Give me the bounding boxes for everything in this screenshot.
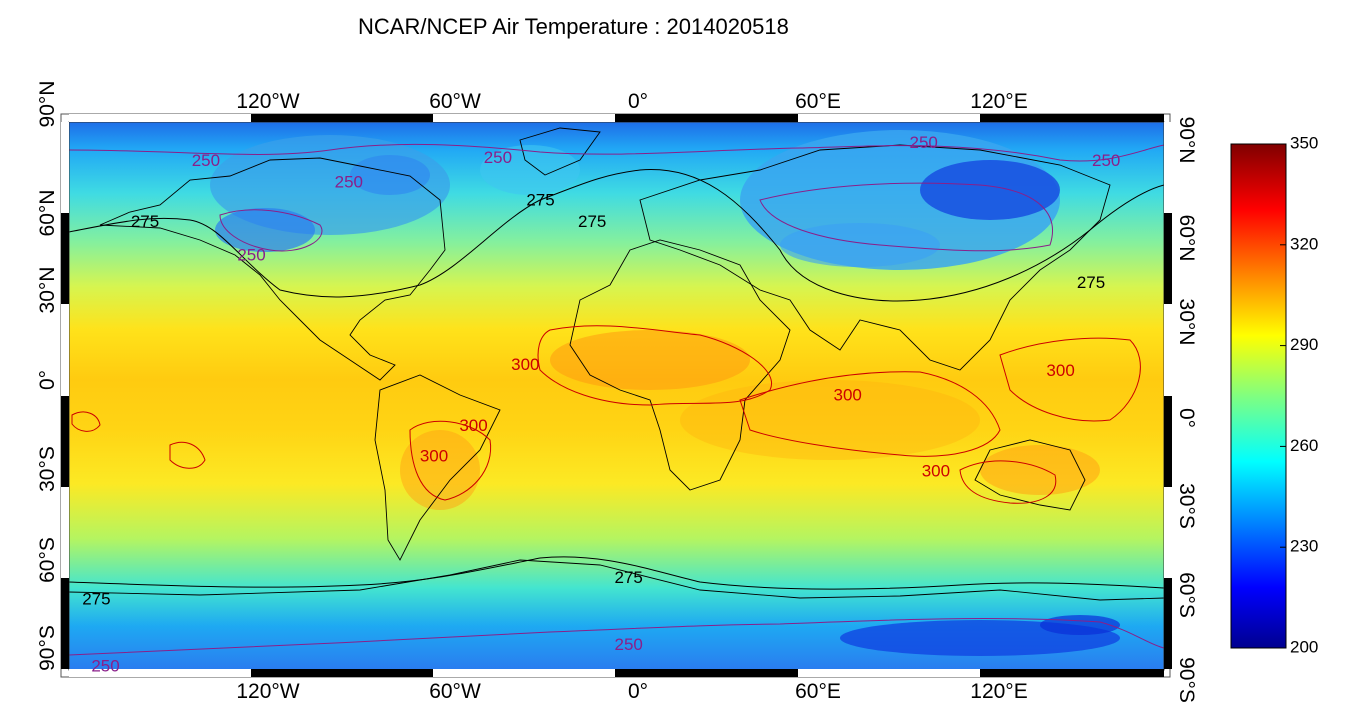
contour-label: 275: [82, 589, 110, 608]
lat-label-right-90s: 90°S: [1175, 657, 1198, 703]
lat-label-left-60n: 60°N: [36, 190, 59, 237]
contour-label: 300: [834, 385, 862, 404]
lon-label-120w-bottom: 120°W: [236, 680, 299, 703]
lon-label-0-top: 0°: [628, 90, 648, 113]
contour-label: 275: [615, 568, 643, 587]
contour-label: 275: [131, 212, 159, 231]
lat-label-right-90n: 90°N: [1175, 117, 1198, 164]
lat-label-right-0: 0°: [1175, 408, 1198, 428]
lat-label-left-60s: 60°S: [36, 537, 59, 583]
contour-label: 250: [910, 133, 938, 152]
contour-label: 275: [1077, 273, 1105, 292]
colorbar-tick-label: 200: [1290, 637, 1318, 656]
lat-label-left-30s: 30°S: [36, 446, 59, 492]
lat-label-right-30n: 30°N: [1175, 299, 1198, 346]
contour-label: 300: [459, 416, 487, 435]
colorbar-tick-label: 350: [1290, 133, 1318, 152]
lat-label-right-60s: 60°S: [1175, 572, 1198, 618]
lon-label-0-bottom: 0°: [628, 680, 648, 703]
contour-labels: 250 250 250 250 250 250 275 275 275 275 300 300 300 3…: [82, 133, 1120, 676]
lat-label-left-0: 0°: [36, 370, 59, 390]
lat-label-left-90n: 90°N: [36, 81, 59, 128]
contour-label: 250: [615, 635, 643, 654]
lat-label-right-30s: 30°S: [1175, 483, 1198, 529]
lon-label-120e-bottom: 120°E: [970, 680, 1027, 703]
colorbar-tick-label: 290: [1290, 335, 1318, 354]
lon-label-60w-bottom: 60°W: [429, 680, 481, 703]
lat-label-right-60n: 60°N: [1175, 215, 1198, 262]
lon-label-60e-bottom: 60°E: [795, 680, 841, 703]
map-title: NCAR/NCEP Air Temperature : 2014020518: [358, 14, 789, 39]
contour-label: 300: [511, 355, 539, 374]
contour-label: 250: [484, 148, 512, 167]
map-border-lon: [69, 114, 1164, 677]
temperature-field: [69, 122, 1164, 670]
colorbar: [1230, 143, 1287, 649]
contour-label: 300: [922, 462, 950, 481]
colorbar-ticks: 350 320 290 260 230 200: [1280, 133, 1318, 656]
lat-label-left-90s: 90°S: [36, 625, 59, 671]
contour-label: 275: [578, 212, 606, 231]
colorbar-tick-label: 320: [1290, 234, 1318, 253]
colorbar-tick-label: 230: [1290, 537, 1318, 556]
contour-label: 250: [335, 172, 363, 191]
lon-label-60w-top: 60°W: [429, 90, 481, 113]
lon-label-60e-top: 60°E: [795, 90, 841, 113]
colorbar-tick-label: 260: [1290, 436, 1318, 455]
contour-label: 250: [91, 656, 119, 675]
contour-label: 300: [1046, 361, 1074, 380]
contour-label: 300: [420, 446, 448, 465]
contour-label: 250: [1092, 151, 1120, 170]
contour-label: 250: [192, 151, 220, 170]
lon-label-120w-top: 120°W: [236, 90, 299, 113]
lat-label-left-30n: 30°N: [36, 267, 59, 314]
map-border-lat: [61, 122, 1172, 669]
contour-lines: [69, 143, 1164, 656]
coastlines: [69, 127, 1164, 601]
lon-label-120e-top: 120°E: [970, 90, 1027, 113]
contour-label: 275: [526, 191, 554, 210]
contour-label: 250: [237, 245, 265, 264]
